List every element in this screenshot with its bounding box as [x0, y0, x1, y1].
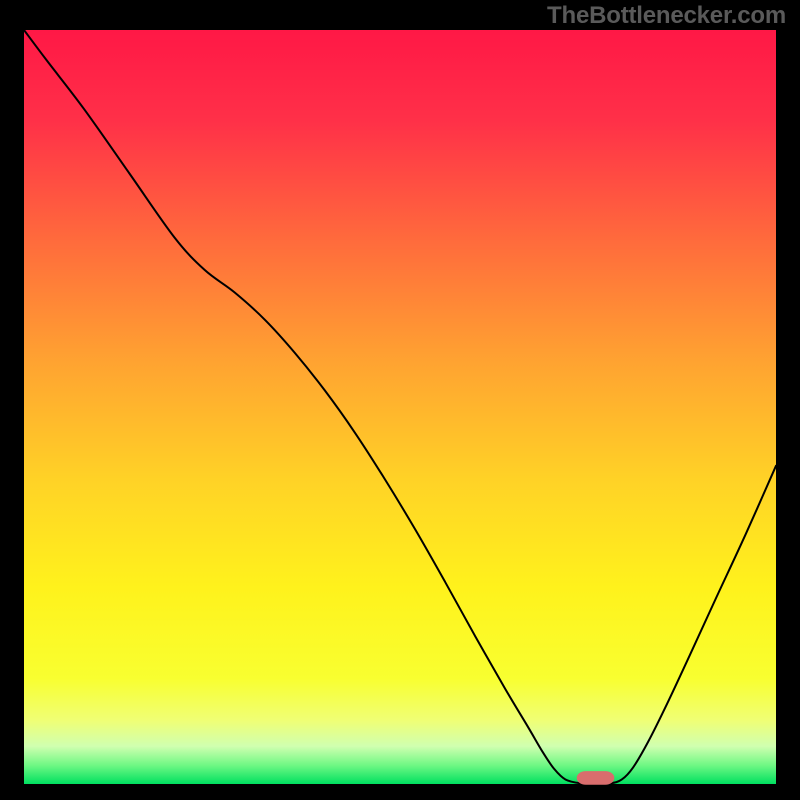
- optimal-marker: [577, 771, 615, 785]
- plot-background: [24, 30, 776, 784]
- bottleneck-curve-chart: [0, 0, 800, 800]
- figure-root: TheBottlenecker.com: [0, 0, 800, 800]
- watermark-text: TheBottlenecker.com: [547, 2, 786, 30]
